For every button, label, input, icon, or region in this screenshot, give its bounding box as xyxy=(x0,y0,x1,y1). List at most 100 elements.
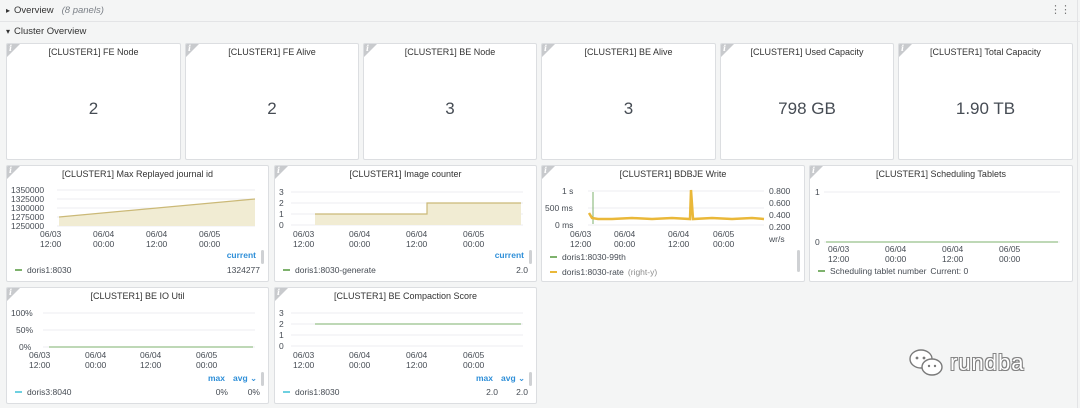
legend-avg-value: 2.0 xyxy=(516,387,528,397)
y-tick-label: 0 ms xyxy=(555,220,573,230)
legend-series-name: doris1:8030 xyxy=(27,265,72,275)
stat-panel-used-capacity[interactable]: i [CLUSTER1] Used Capacity 798 GB xyxy=(720,43,894,160)
legend-item[interactable]: doris1:8030-99th xyxy=(550,252,626,262)
info-icon[interactable]: i xyxy=(9,165,13,175)
panel-title[interactable]: [CLUSTER1] Max Replayed journal id xyxy=(61,169,214,179)
info-corner[interactable] xyxy=(721,44,734,57)
info-corner[interactable] xyxy=(542,166,555,179)
info-corner[interactable] xyxy=(275,288,288,301)
legend-item[interactable]: doris1:8030-generate xyxy=(283,265,376,275)
legend-header-avg[interactable]: avg ⌄ xyxy=(501,373,525,384)
info-corner[interactable] xyxy=(810,166,823,179)
legend-item[interactable]: doris1:8030 xyxy=(283,387,339,397)
y-tick-label: 1 s xyxy=(562,186,573,196)
legend-scrollbar[interactable] xyxy=(529,250,532,264)
stat-panel-be-alive[interactable]: i [CLUSTER1] BE Alive 3 xyxy=(541,43,716,160)
info-icon[interactable]: i xyxy=(277,165,281,175)
info-corner[interactable] xyxy=(7,288,20,301)
graph-panel-scheduling-tablets[interactable]: i [CLUSTER1] Scheduling Tablets 1 0 06/0… xyxy=(809,165,1073,282)
panel-title[interactable]: [CLUSTER1] FE Alive xyxy=(228,47,316,57)
legend-current-value: Current: 0 xyxy=(930,266,969,276)
panel-title[interactable]: [CLUSTER1] BDBJE Write xyxy=(619,169,727,179)
chart-journal[interactable]: 1350000 1325000 1300000 1275000 1250000 xyxy=(7,166,269,282)
y-tick-label: 0 xyxy=(279,341,284,351)
info-icon[interactable]: i xyxy=(9,287,13,297)
info-corner[interactable] xyxy=(186,44,199,57)
chart-be-compaction-score[interactable]: 3 2 1 0 xyxy=(275,288,537,404)
panel-title[interactable]: [CLUSTER1] Image counter xyxy=(349,169,462,179)
panel-title[interactable]: [CLUSTER1] BE Node xyxy=(404,47,496,57)
info-icon[interactable]: i xyxy=(723,43,727,53)
legend-item[interactable]: Scheduling tablet number Current: 0 xyxy=(818,266,968,276)
chart-bdbje-write[interactable]: 1 s 500 ms 0 ms 0.800 0.600 0.400 0.200 … xyxy=(542,166,805,282)
x-tick-label: 06/04 12:00 xyxy=(146,229,168,249)
page-scrollbar[interactable] xyxy=(1077,0,1078,408)
legend-series-name: doris1:8030-generate xyxy=(295,265,376,275)
legend-scrollbar[interactable] xyxy=(261,372,264,386)
stat-panel-fe-node[interactable]: i [CLUSTER1] FE Node 2 xyxy=(6,43,181,160)
x-tick-label: 06/04 00:00 xyxy=(93,229,115,249)
info-corner[interactable] xyxy=(899,44,912,57)
legend-series-name: doris3:8040 xyxy=(27,387,72,397)
x-tick-label: 06/04 00:00 xyxy=(614,229,636,249)
panel-title[interactable]: [CLUSTER1] Used Capacity xyxy=(750,47,864,57)
series-line xyxy=(315,202,521,215)
panel-title[interactable]: [CLUSTER1] BE Alive xyxy=(584,47,673,57)
legend-scrollbar[interactable] xyxy=(529,372,532,386)
x-tick-label: 06/05 00:00 xyxy=(196,350,218,370)
info-icon[interactable]: i xyxy=(544,165,548,175)
graph-panel-journal[interactable]: i [CLUSTER1] Max Replayed journal id 135… xyxy=(6,165,269,282)
legend-header-current[interactable]: current xyxy=(494,250,524,260)
graph-panel-bdbje-write[interactable]: i [CLUSTER1] BDBJE Write 1 s 500 ms 0 ms… xyxy=(541,165,805,282)
chart-scheduling-tablets[interactable]: 1 0 xyxy=(810,166,1073,282)
stat-panel-be-node[interactable]: i [CLUSTER1] BE Node 3 xyxy=(363,43,537,160)
info-corner[interactable] xyxy=(7,44,20,57)
legend-item[interactable]: doris1:8030-rate (right-y) xyxy=(550,267,657,277)
legend-swatch xyxy=(15,269,22,271)
y-tick-label: 1 xyxy=(279,209,284,219)
legend-header-max[interactable]: max xyxy=(208,373,226,383)
chevron-right-icon[interactable]: ▸ xyxy=(6,5,11,15)
stat-panel-fe-alive[interactable]: i [CLUSTER1] FE Alive 2 xyxy=(185,43,359,160)
graph-panel-image-counter[interactable]: i [CLUSTER1] Image counter 3 2 1 0 06/03… xyxy=(274,165,537,282)
info-icon[interactable]: i xyxy=(366,43,370,53)
legend-item[interactable]: doris1:8030 xyxy=(15,265,71,275)
info-icon[interactable]: i xyxy=(544,43,548,53)
info-icon[interactable]: i xyxy=(812,165,816,175)
info-corner[interactable] xyxy=(275,166,288,179)
graph-panel-be-compaction-score[interactable]: i [CLUSTER1] BE Compaction Score 3 2 1 0… xyxy=(274,287,537,404)
panel-title[interactable]: [CLUSTER1] BE Compaction Score xyxy=(333,291,478,301)
legend-scrollbar[interactable] xyxy=(797,250,800,272)
legend-item[interactable]: doris3:8040 xyxy=(15,387,71,397)
panel-title[interactable]: [CLUSTER1] FE Node xyxy=(48,47,139,57)
panel-title[interactable]: [CLUSTER1] Total Capacity xyxy=(930,47,1041,57)
legend-max-value: 2.0 xyxy=(486,387,498,397)
chart-be-io-util[interactable]: 100% 50% 0% xyxy=(7,288,269,404)
legend-header-max[interactable]: max xyxy=(476,373,494,383)
panel-title[interactable]: [CLUSTER1] BE IO Util xyxy=(90,291,185,301)
legend-header-avg[interactable]: avg ⌄ xyxy=(233,373,257,384)
graph-panel-be-io-util[interactable]: i [CLUSTER1] BE IO Util 100% 50% 0% 06/0… xyxy=(6,287,269,404)
row-cluster-overview[interactable]: ▾ Cluster Overview xyxy=(0,21,1080,41)
x-tick-label: 06/04 00:00 xyxy=(349,350,371,370)
row-overview[interactable]: ▸ Overview (8 panels) ⋮⋮ xyxy=(0,0,1080,20)
chevron-down-icon[interactable]: ▾ xyxy=(6,27,11,36)
info-corner[interactable] xyxy=(542,44,555,57)
x-tick-label: 06/05 00:00 xyxy=(463,229,485,249)
info-icon[interactable]: i xyxy=(277,287,281,297)
panel-title[interactable]: [CLUSTER1] Scheduling Tablets xyxy=(876,169,1006,179)
stat-panel-total-capacity[interactable]: i [CLUSTER1] Total Capacity 1.90 TB xyxy=(898,43,1073,160)
info-icon[interactable]: i xyxy=(9,43,13,53)
info-icon[interactable]: i xyxy=(901,43,905,53)
y-tick-label: 1275000 xyxy=(11,212,44,222)
info-corner[interactable] xyxy=(7,166,20,179)
row-title: Overview xyxy=(14,4,54,16)
series-line xyxy=(58,198,256,218)
chart-image-counter[interactable]: 3 2 1 0 xyxy=(275,166,537,282)
legend-header-current[interactable]: current xyxy=(226,250,256,260)
info-corner[interactable] xyxy=(364,44,377,57)
y-tick-label: 1300000 xyxy=(11,203,44,213)
drag-handle-icon[interactable]: ⋮⋮ xyxy=(1050,4,1071,16)
legend-scrollbar[interactable] xyxy=(261,250,264,264)
info-icon[interactable]: i xyxy=(188,43,192,53)
